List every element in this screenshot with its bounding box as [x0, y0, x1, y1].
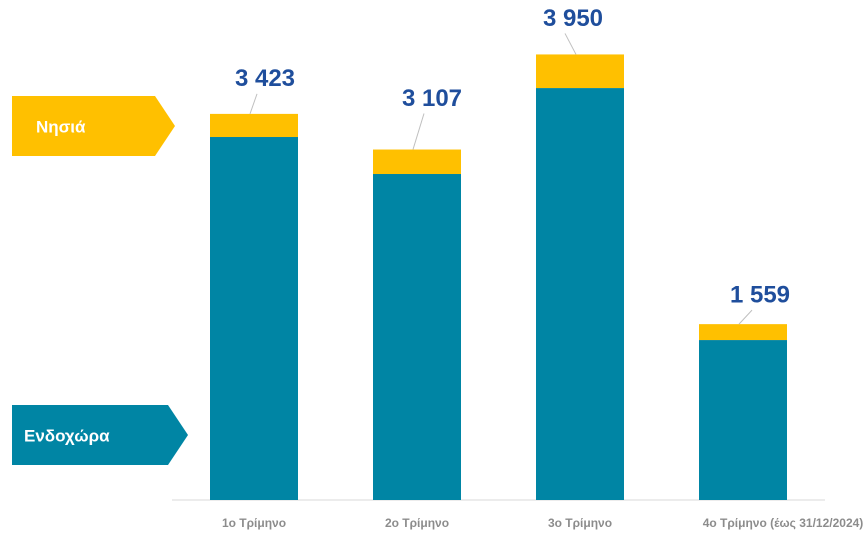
x-tick-label: 2ο Τρίμηνο	[385, 516, 449, 530]
legend-arrow	[12, 96, 175, 156]
bar-segment	[536, 54, 624, 89]
x-tick-label: 1ο Τρίμηνο	[222, 516, 286, 530]
leader-line	[412, 113, 425, 150]
bar-segment	[210, 113, 298, 138]
bar-segment	[699, 324, 787, 341]
legend-label: Νησιά	[36, 117, 86, 136]
leader-line	[249, 93, 258, 115]
total-label: 3 950	[543, 5, 603, 32]
total-label: 3 107	[402, 85, 462, 112]
total-label: 1 559	[730, 281, 790, 308]
bar-segment	[536, 88, 624, 501]
x-tick-label: 4ο Τρίμηνο (έως 31/12/2024)	[703, 516, 863, 530]
bar-segment	[699, 340, 787, 500]
x-tick-label: 3ο Τρίμηνο	[548, 516, 612, 530]
legend-arrow	[12, 405, 188, 465]
bar-segment	[210, 137, 298, 501]
legend-label: Ενδοχώρα	[24, 426, 110, 445]
bar-segment	[373, 174, 461, 500]
total-label: 3 423	[235, 65, 295, 92]
leader-line	[564, 33, 577, 55]
leader-line	[738, 309, 753, 325]
bar-segment	[373, 149, 461, 175]
